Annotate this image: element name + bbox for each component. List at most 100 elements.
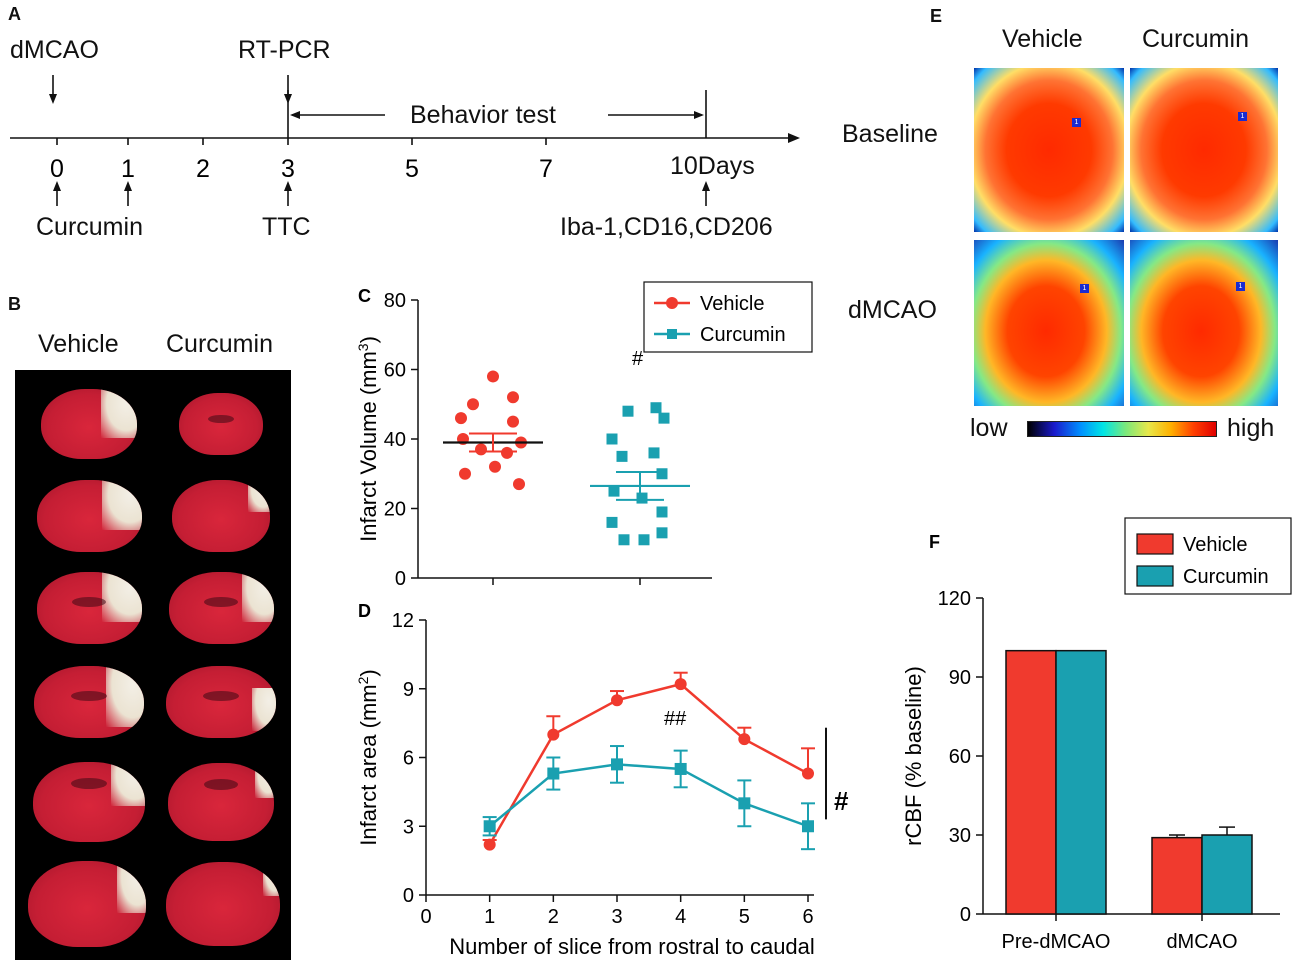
chart-c-point-curcumin <box>606 516 618 528</box>
chart-d-point-vehicle <box>738 733 751 746</box>
ttc-slice-curcumin-2 <box>161 474 281 558</box>
ttc-slice-vehicle-5 <box>29 758 149 846</box>
chart-c-y-tick-label: 80 <box>384 290 406 312</box>
panel-e-dmcao-label: dMCAO <box>848 296 937 324</box>
chart-d-point-curcumin <box>547 767 560 780</box>
chart-c-legend-marker <box>667 329 677 339</box>
cbf-map-vehicle-dmcao: 1 <box>974 240 1124 406</box>
chart-d-y-tick-label: 0 <box>403 885 414 907</box>
chart-f-bar-curcumin <box>1201 834 1253 915</box>
timeline-ttc-label: TTC <box>262 213 311 241</box>
ttc-slice-curcumin-5 <box>161 758 281 846</box>
panel-label-e: E <box>930 6 943 26</box>
cbf-map-curcumin-dmcao: 1 <box>1130 240 1278 406</box>
timeline-tick-label: 2 <box>196 155 210 183</box>
timeline-tick-label: 7 <box>539 155 553 183</box>
chart-c-point-vehicle <box>489 460 501 473</box>
chart-c-point-curcumin <box>606 433 618 445</box>
chart-c-legend-box <box>643 281 813 353</box>
ttc-slice-vehicle-1 <box>29 382 149 466</box>
panel-label-d: D <box>358 601 371 621</box>
chart-f-bar-vehicle <box>1151 836 1203 915</box>
chart-d-point-curcumin <box>483 820 496 833</box>
ttc-slice-vehicle-6 <box>25 856 149 952</box>
chart-c-y-tick-label: 60 <box>384 360 406 382</box>
chart-d-point-curcumin <box>802 820 814 833</box>
chart-c-y-tick-label: 0 <box>395 568 406 590</box>
ttc-slice-curcumin-3 <box>161 566 281 650</box>
panel-e-baseline-label: Baseline <box>842 120 938 148</box>
ttc-slice-curcumin-4 <box>161 660 281 744</box>
chart-d-x-tick-label: 0 <box>420 906 431 928</box>
panel-e-vehicle-label: Vehicle <box>1002 25 1083 53</box>
ttc-slice-vehicle-2 <box>29 474 149 558</box>
chart-d-line-vehicle <box>488 682 809 846</box>
chart-d-y-tick-label: 9 <box>403 679 414 701</box>
chart-c-legend-label: Vehicle <box>700 293 765 315</box>
chart-d-point-vehicle <box>483 838 496 851</box>
chart-d-bracket-label: # <box>834 786 849 816</box>
chart-d-y-axis-title: Infarct area (mm2) <box>355 669 381 846</box>
chart-c-point-curcumin <box>658 412 670 424</box>
color-scale-high-label: high <box>1227 414 1275 442</box>
chart-c-y-axis-title: Infarct Volume (mm3) <box>355 336 381 542</box>
chart-c-point-vehicle <box>507 391 519 404</box>
timeline-tick-label: 1 <box>121 155 135 183</box>
color-scale-bar <box>1027 421 1217 437</box>
chart-c-point-curcumin <box>638 534 650 546</box>
chart-c-point-vehicle <box>513 478 525 491</box>
panel-label-f: F <box>929 532 940 552</box>
timeline-tick-label: 5 <box>405 155 419 183</box>
panel-label-c: C <box>358 286 371 306</box>
chart-f-y-tick-label: 120 <box>938 588 971 610</box>
ttc-slice-vehicle-4 <box>29 660 149 744</box>
chart-c-point-curcumin <box>618 534 630 546</box>
chart-c-point-curcumin <box>648 447 660 459</box>
chart-d-annotation: ## <box>664 708 687 730</box>
chart-c-legend-marker <box>666 297 678 309</box>
chart-f-y-tick-label: 60 <box>949 746 971 768</box>
chart-d-point-vehicle <box>547 728 560 741</box>
chart-c-point-curcumin <box>608 485 620 497</box>
chart-d-x-tick-label: 4 <box>675 906 686 928</box>
chart-f-legend-swatch <box>1136 565 1174 587</box>
chart-c-point-curcumin <box>636 492 648 504</box>
chart-d-point-curcumin <box>611 758 623 771</box>
chart-f-category-label: Pre-dMCAO <box>1002 931 1111 953</box>
chart-d-x-axis-title: Number of slice from rostral to caudal <box>449 934 815 959</box>
chart-f-bar-curcumin <box>1055 649 1107 915</box>
chart-f-legend-label: Curcumin <box>1183 566 1269 588</box>
chart-f-legend-label: Vehicle <box>1183 534 1248 556</box>
chart-f-legend-swatch <box>1136 533 1174 555</box>
chart-f-y-tick-label: 90 <box>949 667 971 689</box>
chart-c-legend-label: Curcumin <box>700 324 786 346</box>
chart-c-point-curcumin <box>656 527 668 539</box>
timeline-end-label: 10Days <box>670 152 755 180</box>
timeline-markers-label: Iba-1,CD16,CD206 <box>560 213 773 241</box>
ttc-slice-curcumin-6 <box>161 856 285 952</box>
chart-c-point-vehicle <box>459 467 471 480</box>
chart-c-y-tick-label: 40 <box>384 429 406 451</box>
chart-f-bar-vehicle <box>1005 649 1057 915</box>
panel-label-b: B <box>8 294 21 314</box>
color-scale-low-label: low <box>970 414 1008 442</box>
ttc-slice-curcumin-1 <box>161 382 281 466</box>
chart-c-point-curcumin <box>622 405 634 417</box>
panel-e-curcumin-label: Curcumin <box>1142 25 1249 53</box>
chart-f-y-tick-label: 0 <box>960 904 971 926</box>
chart-d-x-tick-label: 5 <box>739 906 750 928</box>
chart-d-point-vehicle <box>674 678 687 691</box>
ttc-slice-vehicle-3 <box>29 566 149 650</box>
panel-label-a: A <box>8 4 21 24</box>
cbf-map-curcumin-baseline: 1 <box>1130 68 1278 232</box>
chart-c-point-vehicle <box>501 446 513 459</box>
chart-d-x-tick-label: 1 <box>484 906 495 928</box>
chart-c-point-curcumin <box>616 450 628 462</box>
chart-c-point-vehicle <box>475 443 487 456</box>
timeline-axis <box>10 75 800 206</box>
timeline-behavior-label: Behavior test <box>410 101 556 129</box>
panel-b-vehicle-label: Vehicle <box>38 330 119 358</box>
timeline-tick-label: 0 <box>50 155 64 183</box>
chart-c-point-vehicle <box>467 398 479 411</box>
